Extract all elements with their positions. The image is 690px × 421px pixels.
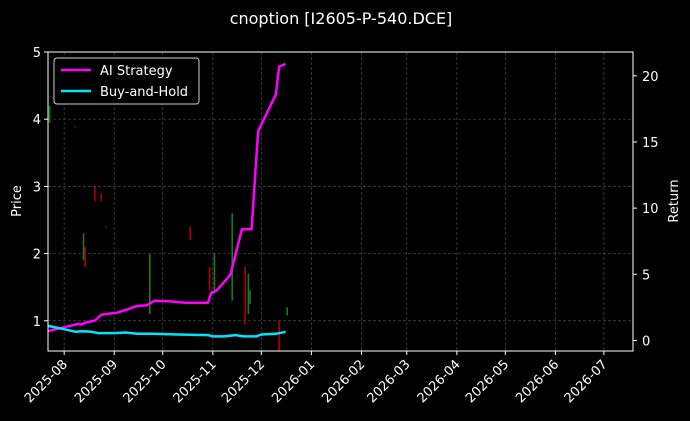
x-tick-label: 2026-07: [562, 357, 611, 406]
y-axis-right: 0 5 10 15 20: [633, 70, 659, 349]
price-bar: [105, 226, 107, 229]
price-bar: [82, 233, 85, 261]
x-tick-label: 2026-03: [365, 357, 414, 406]
y-right-tick-label: 10: [642, 202, 659, 217]
x-tick-label: 2025-11: [171, 357, 220, 406]
x-tick-label: 2025-12: [219, 357, 268, 406]
y-left-tick-label: 1: [33, 315, 41, 330]
legend: AI Strategy Buy-and-Hold: [53, 57, 200, 105]
price-bar: [249, 290, 251, 304]
price-bar: [74, 125, 77, 128]
y-left-tick-label: 4: [33, 113, 41, 128]
y-left-tick-label: 3: [33, 180, 41, 195]
price-bar: [94, 186, 96, 202]
price-bar: [189, 226, 192, 241]
y-right-tick-label: 0: [642, 334, 650, 349]
price-bars: [48, 105, 288, 351]
x-tick-label: 2025-10: [121, 357, 170, 406]
series-line-ai-strategy: [47, 62, 287, 333]
x-axis: 2025-08 2025-09 2025-10 2025-11 2025-12 2026-…: [22, 351, 611, 406]
x-tick-label: 2026-04: [415, 357, 464, 406]
legend-label-buy-and-hold: Buy-and-Hold: [100, 85, 188, 100]
x-tick-label: 2025-08: [22, 357, 71, 406]
price-bar: [208, 267, 211, 291]
price-bar: [48, 105, 51, 123]
price-bar: [244, 267, 246, 325]
grid: [48, 51, 633, 351]
y-axis-right-title: Return: [667, 179, 682, 222]
series-line-buy-and-hold: [47, 324, 286, 338]
y-left-tick-label: 2: [33, 248, 41, 263]
x-tick-label: 2026-05: [463, 357, 512, 406]
x-tick-label: 2026-02: [319, 357, 368, 406]
price-bar: [149, 253, 151, 315]
y-right-tick-label: 5: [642, 268, 650, 283]
price-bar: [213, 253, 216, 294]
y-left-tick-label: 5: [33, 46, 41, 61]
x-tick-label: 2025-09: [72, 357, 121, 406]
price-bar: [247, 273, 250, 315]
price-bar: [278, 320, 280, 351]
plot-frame: [47, 51, 634, 352]
y-axis-left: 1 2 3 4 5: [33, 46, 48, 330]
price-bar: [286, 307, 288, 316]
price-bar: [100, 193, 103, 202]
y-axis-left-title: Price: [10, 185, 25, 217]
chart-title: cnoption [I2605-P-540.DCE]: [230, 9, 453, 28]
y-right-tick-label: 15: [642, 136, 659, 151]
y-right-tick-label: 20: [642, 70, 659, 85]
price-bar: [231, 213, 234, 301]
x-tick-label: 2026-06: [513, 357, 562, 406]
series-lines: [47, 62, 287, 338]
price-bar: [84, 246, 86, 268]
x-tick-label: 2026-01: [269, 357, 318, 406]
legend-label-ai-strategy: AI Strategy: [100, 64, 173, 79]
